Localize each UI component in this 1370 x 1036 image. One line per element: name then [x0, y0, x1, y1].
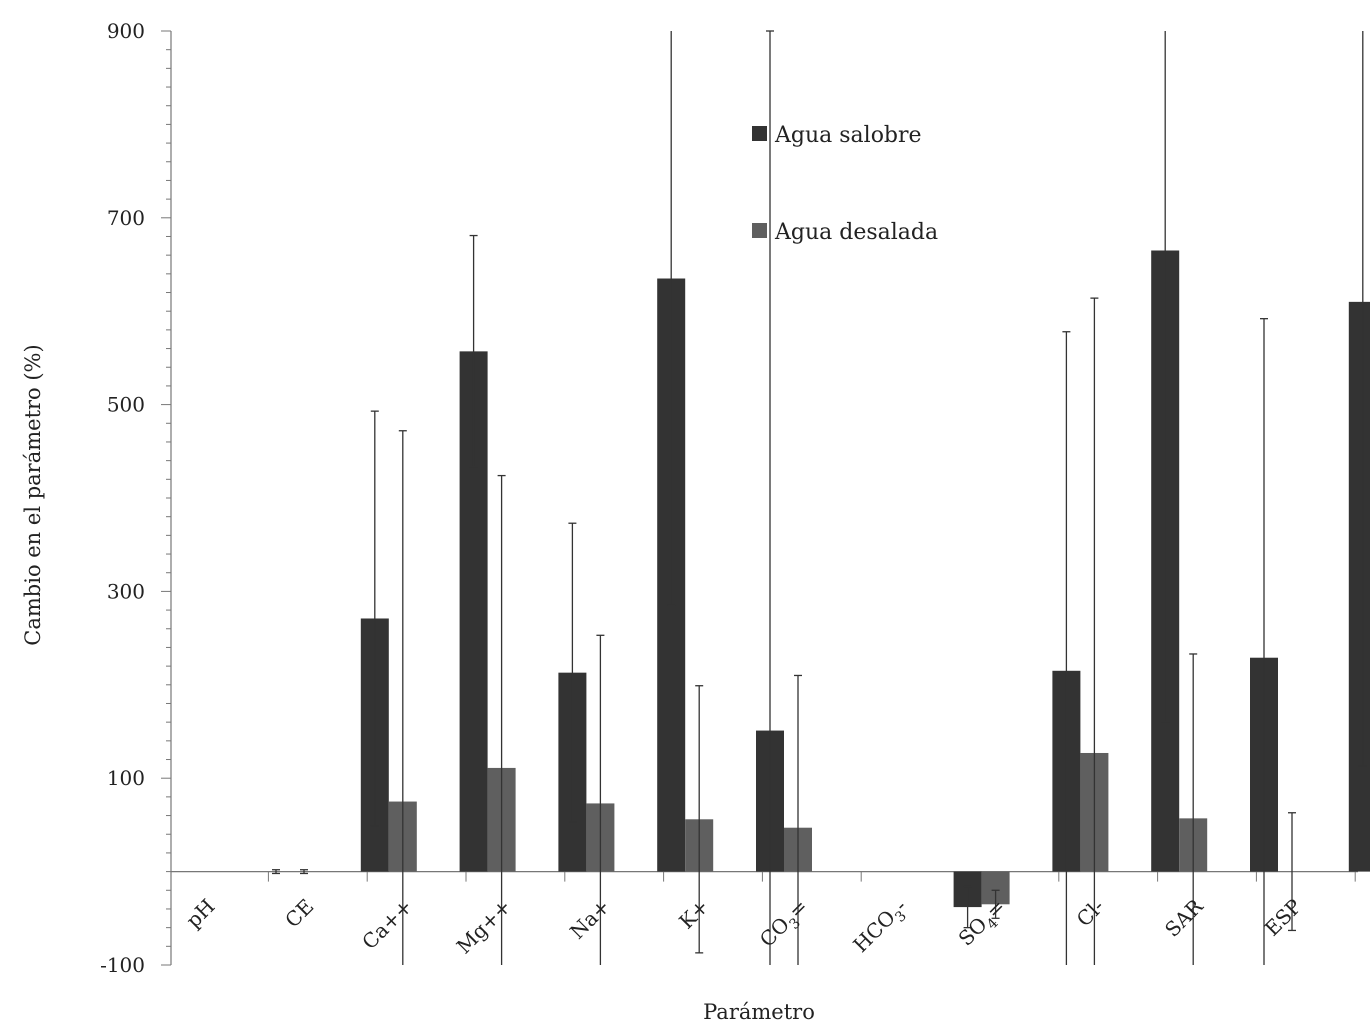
bars: [360, 250, 1370, 908]
legend-label: Agua desalada: [774, 220, 938, 245]
legend-item-desalada: Agua desalada: [752, 220, 938, 245]
error-bars: [272, 30, 1367, 965]
error-bar: [1358, 31, 1367, 767]
error-bar: [667, 31, 676, 607]
x-tick-label: Ca++: [357, 894, 417, 954]
x-tick-label: CO3=: [755, 894, 816, 955]
x-tick-label: pH: [181, 894, 219, 932]
error-bar: [300, 869, 308, 875]
error-bar: [469, 234, 478, 468]
error-bar: [1260, 318, 1268, 965]
error-bar: [497, 474, 506, 965]
x-tick-label: Na+: [565, 894, 615, 944]
error-bar: [568, 522, 577, 823]
y-tick-label: 300: [107, 579, 145, 603]
legend-swatch: [752, 223, 767, 238]
legend-swatch: [752, 126, 767, 141]
error-bar: [1090, 297, 1099, 965]
bar-salobre: [1348, 301, 1370, 872]
error-bar: [794, 674, 802, 965]
x-tick-label: CE: [280, 894, 318, 932]
x-tick-label: HCO3-: [848, 894, 914, 960]
legend-label: Agua salobre: [774, 123, 922, 148]
error-bar: [596, 634, 605, 965]
error-bar: [1161, 31, 1170, 723]
x-axis-title: Parámetro: [703, 1000, 815, 1024]
error-bar: [695, 685, 704, 954]
error-bar: [766, 30, 774, 965]
x-tick-label: ESP: [1260, 894, 1307, 941]
x-tick-label: K+: [674, 894, 713, 933]
legend-item-salobre: Agua salobre: [752, 123, 922, 148]
y-tick-label: 100: [107, 766, 145, 790]
y-tick-label: 500: [107, 393, 145, 417]
y-axis-title: Cambio en el parámetro (%): [21, 344, 45, 645]
error-bar: [1189, 653, 1198, 965]
error-bar: [991, 889, 1000, 919]
error-bar: [398, 430, 407, 965]
x-tick-label: SAR: [1160, 893, 1208, 941]
error-bar: [1288, 812, 1296, 932]
y-tick-label: 700: [107, 206, 145, 230]
error-bar: [272, 869, 280, 875]
error-bar: [1062, 331, 1071, 965]
error-bar: [963, 885, 972, 929]
x-tick-label: Mg++: [452, 894, 516, 958]
y-tick-label: -100: [100, 953, 145, 977]
x-tick-label: Cl-: [1072, 894, 1109, 931]
error-bar: [370, 410, 379, 827]
legend: Agua salobre Agua desalada: [752, 123, 938, 245]
y-tick-label: 900: [107, 19, 145, 43]
